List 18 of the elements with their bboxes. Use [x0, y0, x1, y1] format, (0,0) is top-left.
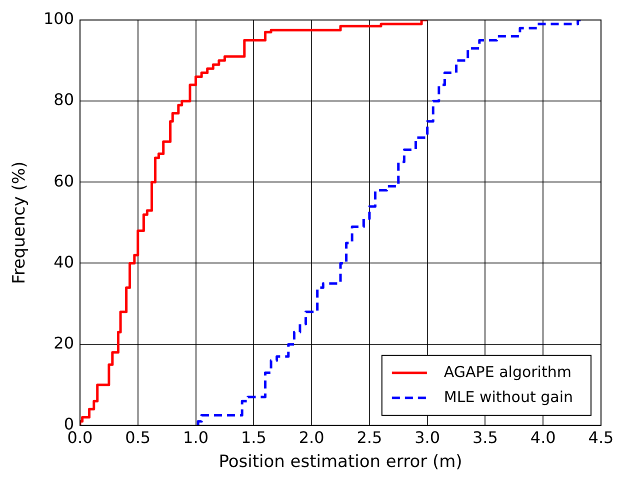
x-tick-label: 4.0 [530, 428, 556, 448]
y-tick-label: 40 [54, 252, 74, 272]
x-tick-label: 3.0 [414, 428, 440, 448]
x-tick-label: 1.5 [240, 428, 266, 448]
x-tick-label: 0.5 [125, 428, 151, 448]
y-tick-label: 100 [43, 9, 74, 28]
x-tick-label: 2.5 [356, 428, 382, 448]
y-tick-label: 60 [54, 171, 74, 190]
legend-label: AGAPE algorithm [444, 362, 572, 381]
x-tick-label: 1.0 [183, 428, 209, 448]
y-tick-label: 20 [54, 333, 74, 352]
x-tick-label: 4.5 [588, 428, 614, 448]
y-axis-title: Frequency (%) [10, 161, 30, 284]
x-axis-title: Position estimation error (m) [218, 452, 462, 472]
x-tick-label: 2.0 [298, 428, 324, 448]
legend-label: MLE without gain [444, 388, 574, 406]
x-tick-label: 3.5 [472, 428, 498, 448]
y-tick-label: 80 [54, 90, 74, 110]
